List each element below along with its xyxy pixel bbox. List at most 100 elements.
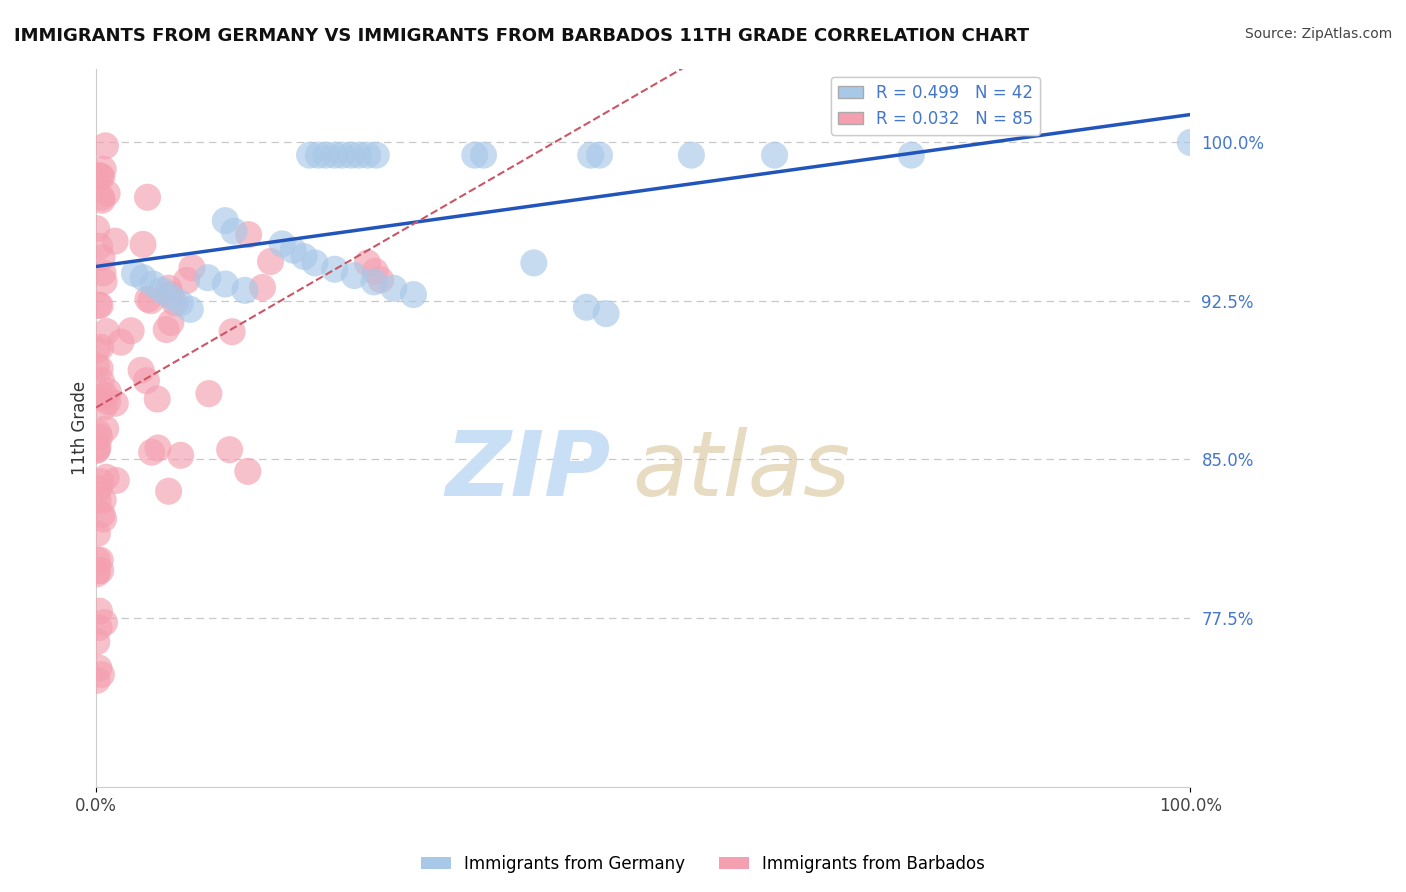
Point xyxy=(136,292,159,306)
Point xyxy=(86,635,108,649)
Point xyxy=(315,148,337,162)
Point xyxy=(90,191,112,205)
Point xyxy=(281,244,304,258)
Point xyxy=(129,363,152,377)
Point xyxy=(87,425,110,440)
Point xyxy=(94,139,117,153)
Point xyxy=(157,484,180,499)
Point xyxy=(323,262,346,277)
Point xyxy=(159,290,181,304)
Point xyxy=(87,298,110,312)
Point xyxy=(146,392,169,406)
Point xyxy=(238,227,260,242)
Point xyxy=(236,464,259,478)
Point xyxy=(382,281,405,295)
Point xyxy=(86,553,108,567)
Point xyxy=(89,298,111,312)
Point xyxy=(104,396,127,410)
Point xyxy=(142,277,165,291)
Point xyxy=(579,148,602,162)
Point xyxy=(86,673,108,688)
Point xyxy=(90,391,112,405)
Point xyxy=(214,277,236,291)
Point xyxy=(159,287,181,301)
Point xyxy=(198,386,221,401)
Point xyxy=(97,384,120,399)
Legend: Immigrants from Germany, Immigrants from Barbados: Immigrants from Germany, Immigrants from… xyxy=(415,848,991,880)
Point xyxy=(222,224,245,238)
Point xyxy=(86,566,108,581)
Point xyxy=(89,169,111,183)
Point xyxy=(91,492,114,507)
Point xyxy=(464,148,486,162)
Point xyxy=(86,343,108,357)
Point xyxy=(160,316,183,330)
Point xyxy=(141,445,163,459)
Point xyxy=(146,441,169,455)
Point xyxy=(176,273,198,287)
Point xyxy=(157,281,180,295)
Point xyxy=(86,221,108,235)
Legend: R = 0.499   N = 42, R = 0.032   N = 85: R = 0.499 N = 42, R = 0.032 N = 85 xyxy=(831,77,1040,135)
Point xyxy=(366,148,388,162)
Point xyxy=(124,267,146,281)
Point xyxy=(87,441,110,455)
Point xyxy=(86,564,108,578)
Point xyxy=(136,190,159,204)
Point xyxy=(90,475,112,489)
Point xyxy=(87,169,110,183)
Point xyxy=(87,620,110,634)
Point xyxy=(86,526,108,541)
Point xyxy=(89,553,111,567)
Point xyxy=(155,322,177,336)
Point xyxy=(89,604,111,618)
Point xyxy=(356,148,378,162)
Point xyxy=(304,256,326,270)
Point xyxy=(91,251,114,265)
Point xyxy=(323,148,346,162)
Text: ZIP: ZIP xyxy=(446,426,610,515)
Point xyxy=(110,335,132,350)
Point xyxy=(595,307,617,321)
Point xyxy=(93,512,115,526)
Point xyxy=(89,361,111,376)
Text: IMMIGRANTS FROM GERMANY VS IMMIGRANTS FROM BARBADOS 11TH GRADE CORRELATION CHART: IMMIGRANTS FROM GERMANY VS IMMIGRANTS FR… xyxy=(14,27,1029,45)
Point xyxy=(86,359,108,373)
Point xyxy=(132,270,155,285)
Point xyxy=(94,388,117,402)
Point xyxy=(97,394,120,409)
Point xyxy=(900,148,922,162)
Point xyxy=(347,148,370,162)
Point xyxy=(91,162,114,177)
Point xyxy=(197,270,219,285)
Point xyxy=(356,256,378,270)
Point xyxy=(96,325,118,339)
Point xyxy=(370,273,392,287)
Point xyxy=(96,186,118,201)
Point xyxy=(340,148,363,162)
Point xyxy=(91,266,114,280)
Point xyxy=(93,400,115,414)
Point xyxy=(120,324,142,338)
Point xyxy=(150,284,173,298)
Point xyxy=(1180,136,1202,150)
Point xyxy=(181,260,204,275)
Point xyxy=(169,296,191,310)
Point xyxy=(86,442,108,457)
Point xyxy=(292,250,315,264)
Point xyxy=(221,325,243,339)
Point xyxy=(252,280,274,294)
Point xyxy=(91,193,114,207)
Point xyxy=(307,148,329,162)
Text: Source: ZipAtlas.com: Source: ZipAtlas.com xyxy=(1244,27,1392,41)
Point xyxy=(90,667,112,681)
Point xyxy=(763,148,786,162)
Y-axis label: 11th Grade: 11th Grade xyxy=(72,381,89,475)
Point xyxy=(87,493,110,508)
Text: atlas: atlas xyxy=(633,426,851,515)
Point xyxy=(402,287,425,301)
Point xyxy=(90,373,112,387)
Point xyxy=(163,296,186,310)
Point xyxy=(89,239,111,253)
Point xyxy=(93,275,115,289)
